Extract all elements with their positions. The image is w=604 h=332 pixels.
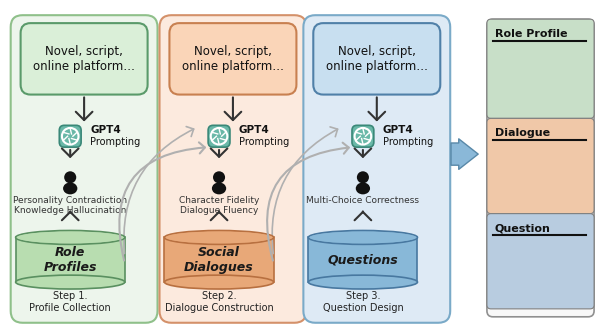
Bar (164, 237, 274, 282)
Text: Prompting: Prompting (383, 137, 433, 147)
FancyBboxPatch shape (21, 23, 147, 95)
FancyBboxPatch shape (313, 23, 440, 95)
Text: Role
Profiles: Role Profiles (43, 246, 97, 274)
FancyBboxPatch shape (170, 23, 297, 95)
Ellipse shape (164, 230, 274, 244)
Ellipse shape (212, 183, 226, 194)
Text: Dialogue: Dialogue (495, 128, 550, 138)
Ellipse shape (16, 275, 125, 289)
Text: Prompting: Prompting (90, 137, 140, 147)
FancyBboxPatch shape (487, 19, 594, 317)
Text: Novel, script,
online platform…: Novel, script, online platform… (326, 45, 428, 73)
Text: Prompting: Prompting (239, 137, 289, 147)
Text: Novel, script,
online platform…: Novel, script, online platform… (182, 45, 284, 73)
Text: Question: Question (495, 223, 551, 233)
FancyBboxPatch shape (487, 19, 594, 119)
FancyBboxPatch shape (59, 125, 81, 147)
Circle shape (64, 171, 76, 183)
Text: Questions: Questions (327, 253, 398, 266)
Text: Multi-Choice Correctness: Multi-Choice Correctness (306, 196, 419, 205)
FancyBboxPatch shape (208, 125, 230, 147)
Text: Personality Contradiction
Knowledge Hallucination: Personality Contradiction Knowledge Hall… (13, 196, 127, 215)
Circle shape (357, 171, 369, 183)
Bar (308, 237, 417, 282)
Text: Step 1.
Profile Collection: Step 1. Profile Collection (30, 291, 111, 313)
Text: Role Profile: Role Profile (495, 29, 567, 39)
Ellipse shape (63, 183, 77, 194)
FancyBboxPatch shape (11, 15, 158, 323)
FancyArrowPatch shape (451, 139, 478, 169)
Text: Character Fidelity
Dialogue Fluency: Character Fidelity Dialogue Fluency (179, 196, 259, 215)
Ellipse shape (356, 183, 370, 194)
Ellipse shape (165, 232, 272, 243)
Ellipse shape (308, 275, 417, 289)
FancyBboxPatch shape (487, 119, 594, 213)
FancyBboxPatch shape (159, 15, 306, 323)
Ellipse shape (17, 232, 124, 243)
FancyBboxPatch shape (352, 125, 374, 147)
Text: GPT4: GPT4 (383, 125, 414, 135)
Text: Step 3.
Question Design: Step 3. Question Design (323, 291, 403, 313)
Bar (16, 237, 125, 282)
Text: Social
Dialogues: Social Dialogues (184, 246, 254, 274)
Ellipse shape (16, 230, 125, 244)
FancyBboxPatch shape (303, 15, 450, 323)
Text: Novel, script,
online platform…: Novel, script, online platform… (33, 45, 135, 73)
Text: Step 2.
Dialogue Construction: Step 2. Dialogue Construction (165, 291, 274, 313)
Ellipse shape (308, 230, 417, 244)
Text: GPT4: GPT4 (239, 125, 269, 135)
FancyBboxPatch shape (487, 213, 594, 309)
Ellipse shape (164, 275, 274, 289)
Ellipse shape (309, 232, 416, 243)
Text: GPT4: GPT4 (90, 125, 121, 135)
Circle shape (213, 171, 225, 183)
